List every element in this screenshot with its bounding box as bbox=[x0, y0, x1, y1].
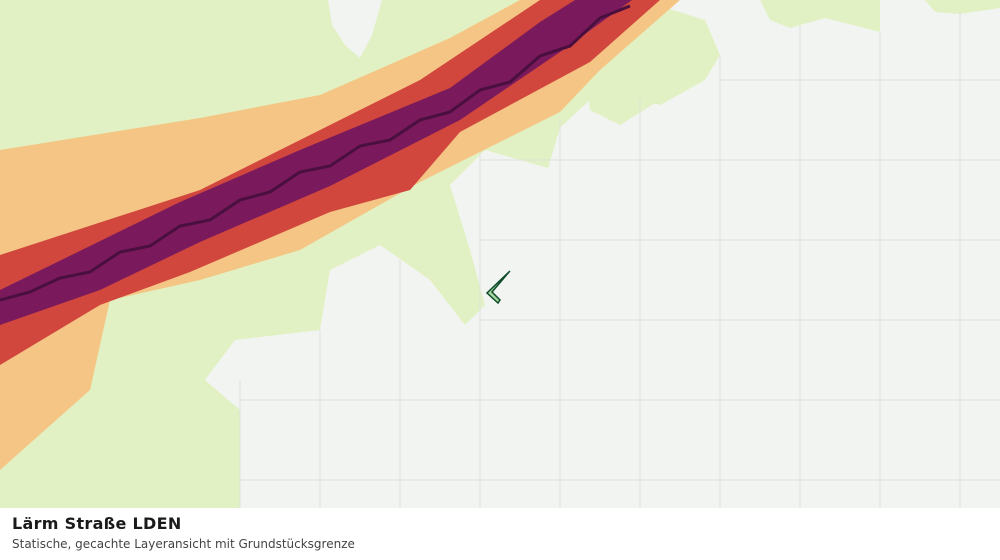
road-core bbox=[0, 4, 631, 302]
green-area bbox=[585, 60, 660, 125]
title: Lärm Straße LDEN bbox=[12, 514, 182, 533]
green-area bbox=[760, 0, 880, 32]
open-area bbox=[328, 0, 382, 58]
caption: Lärm Straße LDEN Statische, gecachte Lay… bbox=[0, 508, 1000, 560]
noise-zone-high bbox=[0, 0, 632, 325]
noise-zone-low bbox=[0, 0, 680, 470]
parcel-boundary[interactable] bbox=[485, 270, 511, 305]
subtitle: Statische, gecachte Layeransicht mit Gru… bbox=[12, 537, 355, 551]
grid bbox=[239, 12, 1000, 508]
green-area bbox=[925, 0, 1000, 14]
open-area bbox=[205, 0, 1000, 508]
map[interactable] bbox=[0, 0, 1000, 508]
